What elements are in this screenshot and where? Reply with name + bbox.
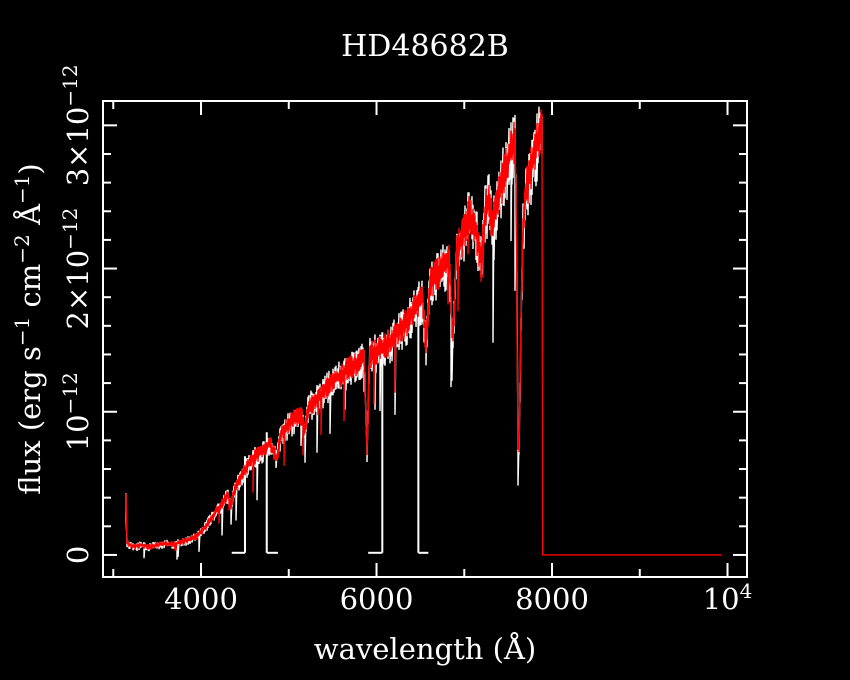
chart-title: HD48682B xyxy=(341,29,509,64)
y-tick-label: 3×10−12 xyxy=(58,64,95,186)
y-tick-label: 2×10−12 xyxy=(58,208,95,330)
spectrum-series xyxy=(125,106,722,560)
x-tick-label: 8000 xyxy=(515,582,589,616)
x-tick-labels: 4000 6000 8000 104 xyxy=(164,579,752,616)
flux-calibrated-spectrum-line xyxy=(125,109,722,556)
y-axis-title-text: flux (erg s−1 cm−2 Å−1) xyxy=(10,163,47,495)
plot-frame xyxy=(102,100,748,578)
y-tick-labels: 0 10−12 2×10−12 3×10−12 xyxy=(58,64,95,564)
y-tick-label: 0 xyxy=(61,546,95,564)
axis-ticks xyxy=(103,101,747,577)
y-tick-label: 10−12 xyxy=(58,372,95,451)
y-axis-title: flux (erg s−1 cm−2 Å−1) xyxy=(10,163,47,495)
x-tick-label: 6000 xyxy=(340,582,414,616)
x-axis-title: wavelength (Å) xyxy=(314,631,536,666)
axes-box xyxy=(102,100,748,578)
x-tick-label: 4000 xyxy=(164,582,238,616)
x-tick-label: 104 xyxy=(703,579,753,616)
